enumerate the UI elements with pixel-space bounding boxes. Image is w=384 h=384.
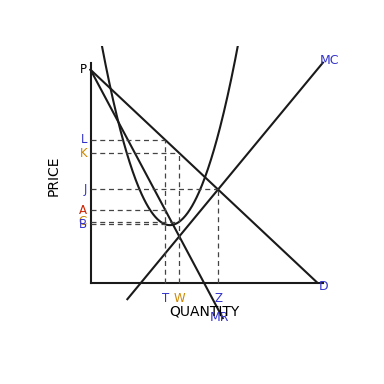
Text: J: J [84, 183, 87, 196]
Text: L: L [81, 134, 87, 146]
Text: C: C [79, 215, 87, 228]
Text: D: D [319, 280, 328, 293]
Text: P: P [80, 63, 87, 76]
Text: T: T [162, 292, 169, 305]
Text: W: W [174, 292, 185, 305]
Text: Z: Z [214, 292, 222, 305]
Text: MR: MR [210, 311, 229, 324]
Text: B: B [79, 218, 87, 231]
Text: QUANTITY: QUANTITY [169, 304, 239, 318]
Text: A: A [79, 204, 87, 217]
Text: PRICE: PRICE [47, 156, 61, 197]
Text: K: K [79, 147, 87, 160]
Text: MC: MC [320, 55, 339, 67]
